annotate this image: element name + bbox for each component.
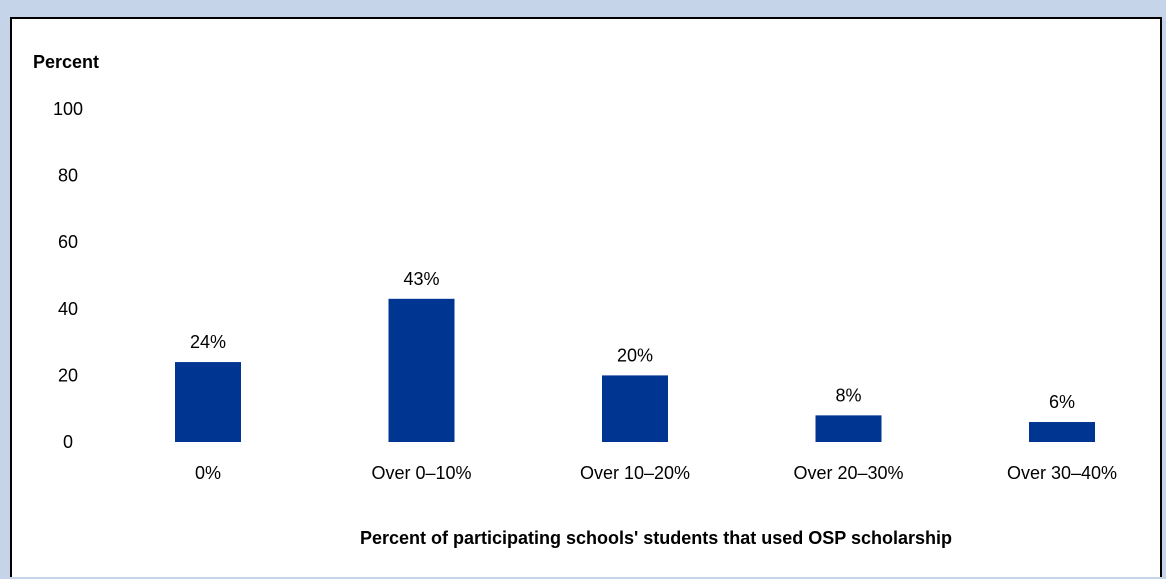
y-tick-label: 100: [53, 99, 83, 119]
bars: [175, 298, 1095, 442]
y-tick-label: 0: [63, 432, 73, 452]
bar: [175, 362, 241, 442]
x-tick-label: Over 10–20%: [580, 463, 690, 483]
data-label: 6%: [1049, 392, 1075, 412]
data-label: 20%: [617, 345, 653, 365]
x-tick-label: Over 20–30%: [793, 463, 903, 483]
data-label: 8%: [835, 385, 861, 405]
bar: [815, 415, 882, 442]
y-axis-title: Percent: [33, 52, 99, 72]
x-tick-label: Over 30–40%: [1007, 463, 1117, 483]
y-tick-label: 20: [58, 365, 78, 385]
x-tick-label: 0%: [195, 463, 221, 483]
data-labels: 24% 43% 20% 8% 6%: [190, 269, 1075, 412]
x-axis-title: Percent of participating schools' studen…: [360, 528, 952, 548]
chart-svg: Percent Percent of participating schools…: [33, 52, 1117, 548]
chart-frame: Percent Percent of participating schools…: [10, 17, 1162, 577]
data-label: 24%: [190, 332, 226, 352]
y-tick-label: 80: [58, 166, 78, 186]
y-axis-ticks: 0 20 40 60 80 100: [53, 99, 83, 452]
y-tick-label: 60: [58, 232, 78, 252]
y-tick-label: 40: [58, 299, 78, 319]
data-label: 43%: [403, 269, 439, 289]
x-tick-label: Over 0–10%: [371, 463, 471, 483]
bar: [388, 298, 455, 442]
bar: [602, 375, 668, 442]
bar: [1029, 422, 1095, 442]
x-axis-ticks: 0% Over 0–10% Over 10–20% Over 20–30% Over 3…: [195, 463, 1117, 483]
